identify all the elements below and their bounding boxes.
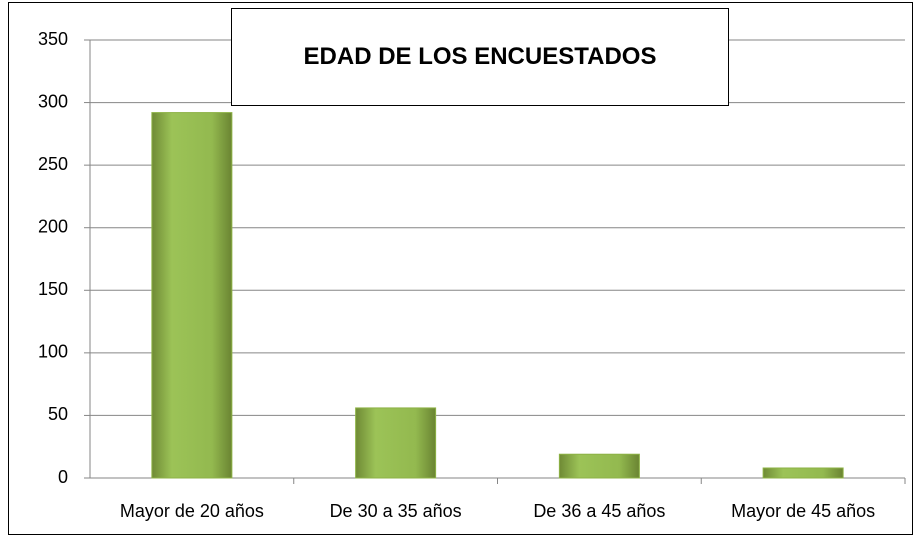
y-tick-label: 250	[38, 154, 68, 174]
y-tick-label: 350	[38, 29, 68, 49]
y-tick-label: 50	[48, 404, 68, 424]
chart-border	[8, 2, 913, 535]
y-tick-label: 300	[38, 91, 68, 111]
x-tick-label: Mayor de 20 años	[120, 501, 264, 521]
bar	[558, 453, 640, 479]
bar	[762, 467, 844, 479]
x-tick-label: De 36 a 45 años	[533, 501, 665, 521]
x-tick-label: De 30 a 35 años	[330, 501, 462, 521]
chart-title: EDAD DE LOS ENCUESTADOS	[231, 8, 729, 106]
x-tick-label: Mayor de 45 años	[731, 501, 875, 521]
bar	[151, 112, 233, 479]
y-tick-label: 150	[38, 279, 68, 299]
bar	[355, 407, 437, 479]
y-tick-label: 100	[38, 342, 68, 362]
y-tick-label: 200	[38, 216, 68, 236]
y-tick-label: 0	[58, 467, 68, 487]
